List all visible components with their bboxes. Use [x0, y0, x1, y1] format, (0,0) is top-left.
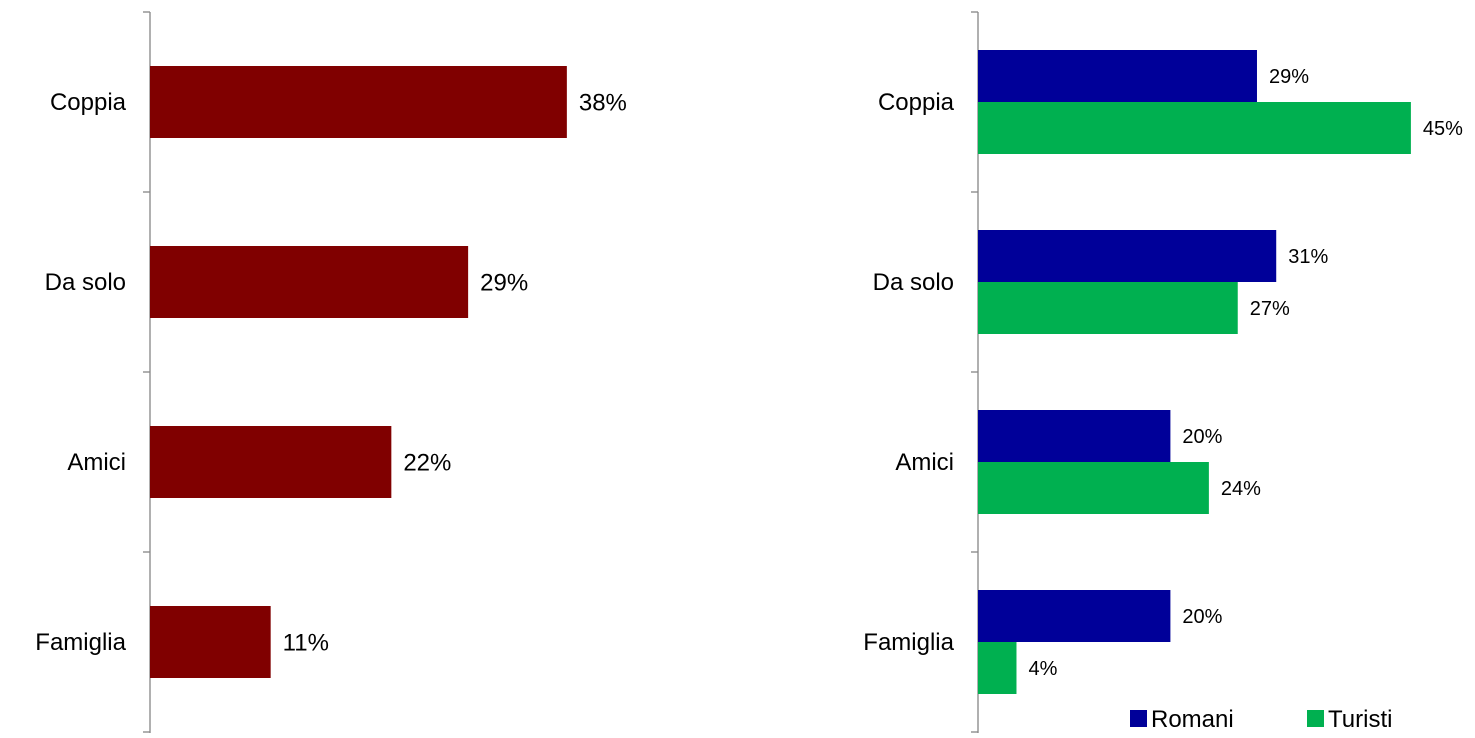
legend-swatch-turisti: [1307, 710, 1324, 727]
right-chart-data-label: 20%: [1182, 426, 1222, 448]
right-chart-category-label: Da solo: [873, 269, 954, 296]
left-chart-category-label: Coppia: [50, 89, 127, 116]
right-chart-data-label: 45%: [1423, 118, 1463, 140]
right-chart-bar: [978, 282, 1238, 334]
right-chart-bar: [978, 102, 1411, 154]
legend-label-turisti: Turisti: [1328, 706, 1392, 733]
right-chart-bar: [978, 642, 1017, 694]
left-chart-category-label: Amici: [67, 449, 126, 476]
left-chart-data-label: 29%: [480, 269, 528, 296]
left-chart-data-label: 38%: [579, 89, 627, 116]
left-chart-category-label: Famiglia: [35, 629, 126, 656]
left-chart-bar: [150, 66, 567, 138]
right-chart-data-label: 4%: [1028, 658, 1057, 680]
right-chart-data-label: 24%: [1221, 478, 1261, 500]
right-chart-category-label: Coppia: [878, 89, 955, 116]
left-chart-bar: [150, 246, 469, 318]
right-chart-bar: [978, 50, 1257, 102]
left-chart-bar: [150, 606, 271, 678]
right-chart-category-label: Amici: [895, 449, 954, 476]
right-chart-bar: [978, 410, 1171, 462]
left-chart-category-label: Da solo: [45, 269, 126, 296]
right-chart-bar: [978, 230, 1277, 282]
right-chart-data-label: 27%: [1250, 298, 1290, 320]
left-chart-data-label: 11%: [283, 629, 329, 656]
right-chart-bar: [978, 590, 1171, 642]
legend-label-romani: Romani: [1151, 706, 1234, 733]
right-chart-data-label: 20%: [1182, 606, 1222, 628]
left-chart-bar: [150, 426, 392, 498]
right-chart-data-label: 31%: [1288, 246, 1328, 268]
right-chart-bar: [978, 462, 1209, 514]
right-chart-data-label: 29%: [1269, 66, 1309, 88]
left-chart-data-label: 22%: [403, 449, 451, 476]
right-chart-category-label: Famiglia: [863, 629, 954, 656]
legend-swatch-romani: [1130, 710, 1147, 727]
